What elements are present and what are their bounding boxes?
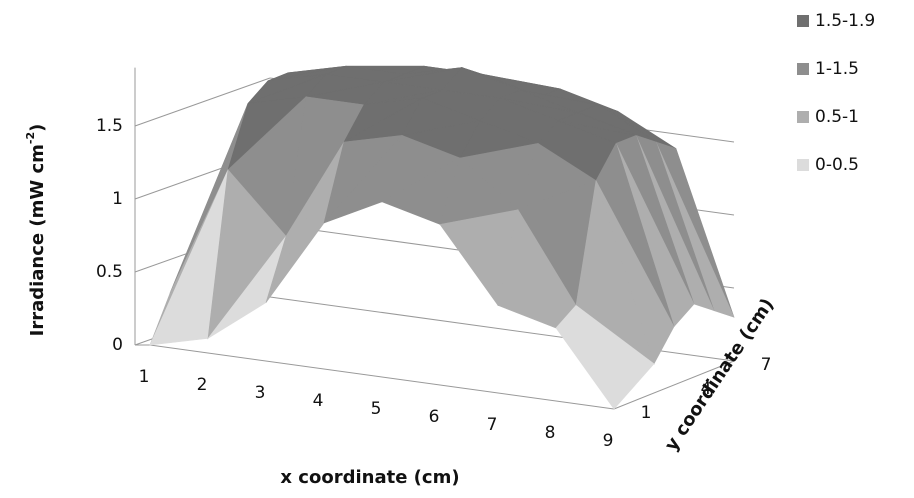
x-tick-label: 9 <box>603 431 614 451</box>
legend-swatch <box>797 159 809 171</box>
x-tick-label: 8 <box>545 423 556 443</box>
grid-line <box>134 77 271 127</box>
legend-label: 0.5-1 <box>815 107 859 127</box>
x-axis-label: x coordinate (cm) <box>280 467 459 488</box>
z-axis-label: Irradiance (mW cm-2) <box>24 124 48 337</box>
y-tick-label: 7 <box>761 355 772 375</box>
x-tick-label: 3 <box>255 383 266 403</box>
y-tick-label: 4 <box>701 379 712 399</box>
z-tick-label: 1 <box>112 189 123 209</box>
z-tick-label: 0.5 <box>96 262 123 282</box>
legend-swatch <box>797 15 809 27</box>
x-axis <box>149 344 615 410</box>
surface-facet <box>555 327 635 410</box>
x-tick-label: 5 <box>371 399 382 419</box>
x-tick-label: 7 <box>487 415 498 435</box>
legend-label: 1.5-1.9 <box>815 11 875 31</box>
z-tick-label: 1.5 <box>96 116 123 136</box>
y-tick-label: 1 <box>641 403 652 423</box>
x-tick-label: 4 <box>313 391 324 411</box>
legend-swatch <box>797 111 809 123</box>
z-tick-label: 0 <box>112 335 123 355</box>
z-label-end: ) <box>27 124 48 132</box>
legend-label: 0-0.5 <box>815 155 859 175</box>
z-label-main: Irradiance (mW cm <box>27 144 48 336</box>
y-axis <box>613 360 735 410</box>
legend-label: 1-1.5 <box>815 59 859 79</box>
surface <box>149 65 735 410</box>
legend-swatch <box>797 63 809 75</box>
z-label-sup: -2 <box>24 132 37 144</box>
x-tick-label: 2 <box>197 375 208 395</box>
x-tick-label: 1 <box>139 367 150 387</box>
x-tick-label: 6 <box>429 407 440 427</box>
